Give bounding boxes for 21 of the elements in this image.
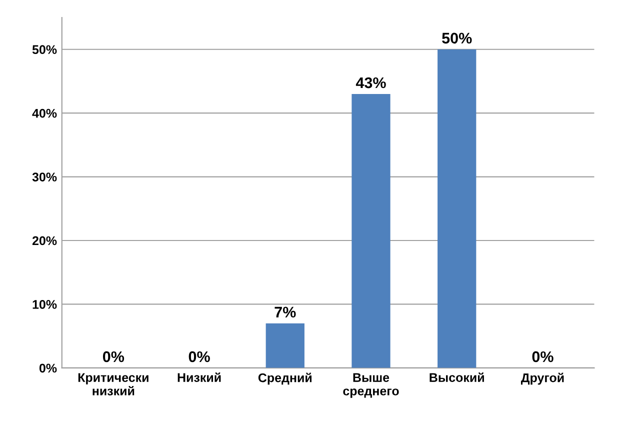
y-tick-label: 40% — [32, 108, 57, 118]
x-tick-label: Выше среднего — [343, 373, 399, 398]
bar — [352, 94, 390, 368]
x-tick-label: Критически низкий — [78, 373, 148, 396]
x-tick-label: Другой — [520, 372, 564, 385]
y-tick-label: 0% — [39, 364, 57, 373]
bar — [438, 49, 476, 368]
data-label: 0% — [102, 351, 124, 362]
x-tick-label: Средний — [258, 372, 312, 385]
y-tick-label: 20% — [32, 236, 57, 246]
data-label: 7% — [274, 306, 296, 318]
y-tick-label: 50% — [32, 45, 57, 54]
data-label: 0% — [188, 351, 210, 362]
data-label: 0% — [532, 351, 554, 362]
y-tick-label: 30% — [32, 172, 57, 182]
bar — [266, 323, 304, 368]
x-tick-label: Высокий — [430, 372, 484, 382]
y-tick-label: 10% — [32, 300, 57, 309]
x-tick-label: Низкий — [178, 372, 221, 382]
data-label: 50% — [442, 32, 472, 44]
data-label: 43% — [356, 77, 386, 88]
